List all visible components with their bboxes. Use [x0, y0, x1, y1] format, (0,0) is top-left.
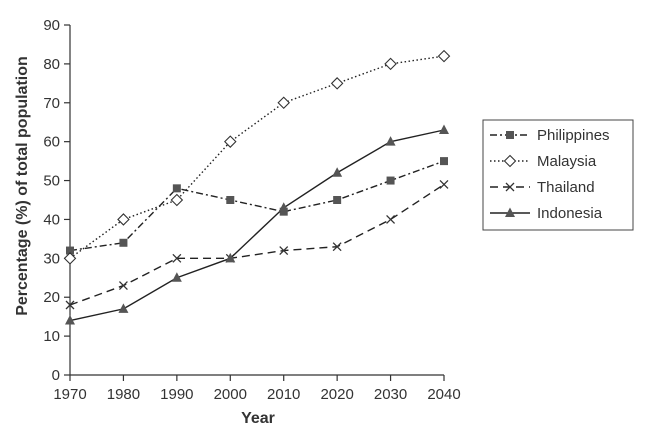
data-point-indonesia [118, 303, 129, 313]
data-point-indonesia [439, 124, 449, 134]
legend-marker-philippines [506, 131, 514, 139]
x-tick-label: 2010 [267, 386, 300, 403]
y-tick-label: 90 [43, 17, 60, 34]
legend-marker-thailand [505, 182, 515, 192]
y-tick-label: 70 [43, 95, 60, 112]
data-point-indonesia [225, 252, 236, 263]
x-tick-label: 2030 [374, 386, 407, 403]
data-point-malaysia [384, 57, 397, 71]
series-group [63, 49, 451, 325]
data-point-malaysia [117, 213, 130, 226]
legend-item-indonesia: Indonesia [490, 205, 603, 222]
series-line-malaysia [69, 55, 445, 259]
data-point-malaysia [224, 135, 237, 148]
legend-item-thailand: Thailand [490, 179, 595, 196]
data-point-malaysia [437, 49, 451, 63]
x-tick-label: 2040 [427, 386, 460, 403]
series-line-thailand [69, 183, 445, 306]
data-point-indonesia [385, 136, 396, 146]
x-tick-label: 1990 [160, 386, 193, 403]
series-indonesia [65, 124, 449, 325]
data-point-philippines [226, 196, 235, 204]
y-tick-label: 50 [43, 173, 60, 190]
data-point-thailand [439, 179, 449, 189]
legend-label-thailand: Thailand [537, 179, 595, 196]
legend-label-philippines: Philippines [537, 127, 610, 144]
legend-label-malaysia: Malaysia [537, 153, 597, 170]
data-point-philippines [66, 246, 74, 255]
y-tick-label: 40 [43, 211, 60, 228]
data-point-malaysia [63, 252, 77, 265]
data-point-philippines [386, 176, 395, 185]
legend-items: Philippines Malaysia Thailand Indonesia [490, 127, 610, 222]
data-point-thailand [118, 281, 128, 291]
data-point-malaysia [170, 193, 184, 207]
series-thailand [65, 179, 449, 310]
x-tick-label: 2020 [320, 386, 353, 403]
legend-label-indonesia: Indonesia [537, 205, 603, 222]
series-line-philippines [69, 160, 445, 252]
y-tick-label: 20 [43, 289, 60, 306]
data-point-malaysia [277, 96, 290, 110]
y-tick-label: 80 [43, 56, 60, 73]
y-tick-label: 30 [43, 250, 60, 267]
data-point-indonesia [65, 315, 75, 325]
data-point-thailand [386, 214, 396, 224]
legend-marker-malaysia [503, 154, 517, 168]
legend-item-malaysia: Malaysia [490, 153, 597, 170]
legend-item-philippines: Philippines [490, 127, 610, 144]
y-tick-label: 10 [43, 328, 60, 345]
x-tick-label: 1970 [53, 386, 86, 403]
series-malaysia [63, 49, 451, 265]
legend-marker-indonesia [505, 207, 515, 217]
data-point-thailand [332, 242, 342, 252]
series-line-indonesia [69, 129, 445, 322]
x-ticks: 1970 1980 1990 2000 2010 2020 2030 2040 [53, 375, 461, 403]
x-axis-title: Year [241, 410, 275, 427]
data-point-malaysia [330, 77, 344, 90]
data-point-philippines [172, 184, 181, 193]
data-point-philippines [119, 238, 128, 247]
data-point-indonesia [278, 202, 289, 212]
data-point-thailand [172, 253, 182, 263]
data-point-philippines [440, 157, 448, 166]
y-tick-label: 60 [43, 134, 60, 151]
x-tick-label: 1980 [107, 386, 140, 403]
y-ticks: 0 10 20 30 40 50 60 70 80 90 [43, 17, 70, 384]
y-tick-label: 0 [52, 367, 60, 384]
data-point-philippines [333, 196, 342, 204]
data-point-indonesia [332, 167, 343, 177]
y-axis-title: Percentage (%) of total population [14, 56, 31, 316]
series-philippines [66, 157, 448, 255]
data-point-indonesia [171, 272, 182, 282]
data-point-thailand [65, 300, 75, 310]
x-tick-label: 2000 [214, 386, 247, 403]
legend: Philippines Malaysia Thailand Indonesia [482, 119, 634, 231]
data-point-thailand [279, 246, 289, 256]
